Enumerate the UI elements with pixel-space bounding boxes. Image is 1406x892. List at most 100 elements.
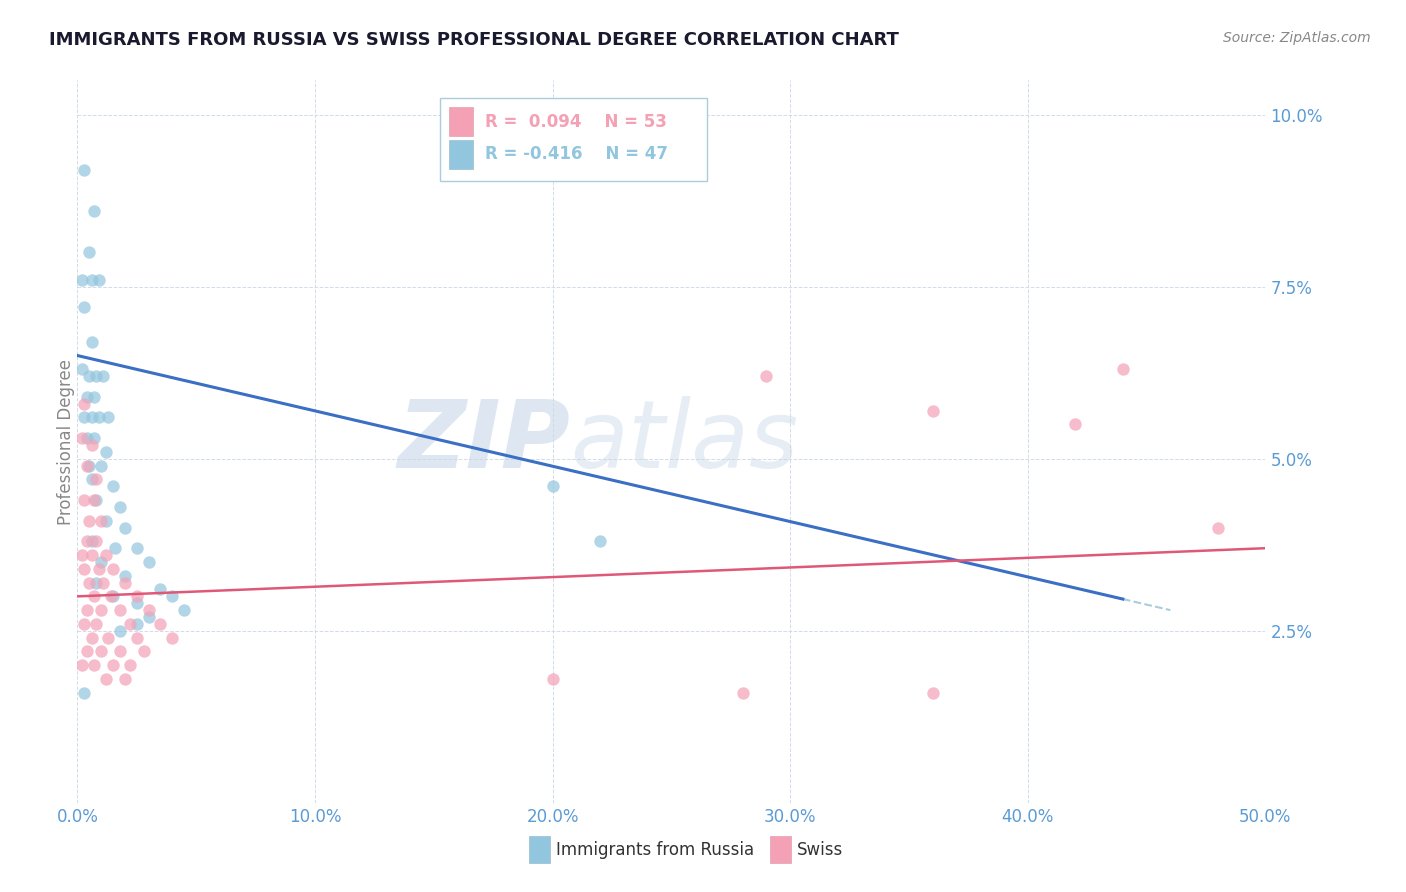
Point [70,273,93,287]
Point [76,390,98,404]
Point [83,431,105,445]
Point [108,644,131,658]
Point [149,616,172,631]
Point [76,644,98,658]
Point [73,562,96,576]
Point [101,658,124,673]
Point [73,686,96,700]
Point [101,562,124,576]
Text: R =  0.094    N = 53: R = 0.094 N = 53 [485,112,666,131]
Point [132,644,155,658]
Point [138,555,160,569]
Point [80,534,103,549]
Point [83,658,105,673]
Point [83,204,105,219]
Text: R = -0.416    N = 47: R = -0.416 N = 47 [485,145,668,163]
Point [73,616,96,631]
Point [118,616,141,631]
Point [86,534,108,549]
Point [1206,520,1229,534]
Point [541,672,564,686]
Point [70,548,93,562]
Point [80,631,103,645]
Point [100,590,122,604]
Point [70,431,93,445]
Point [97,631,120,645]
Point [125,631,148,645]
Point [138,603,160,617]
Point [138,610,160,624]
FancyBboxPatch shape [449,107,472,136]
Point [77,245,100,260]
Point [77,458,100,473]
Point [108,500,131,514]
Point [80,472,103,486]
Point [90,555,112,569]
Point [94,672,117,686]
Point [114,575,136,590]
Point [589,534,612,549]
Point [90,458,112,473]
Point [80,334,103,349]
Point [86,472,108,486]
Point [83,390,105,404]
Point [90,644,112,658]
Point [1064,417,1087,432]
Point [76,534,98,549]
Point [125,590,148,604]
Text: Immigrants from Russia: Immigrants from Russia [557,841,754,859]
FancyBboxPatch shape [440,98,707,181]
Text: atlas: atlas [571,396,799,487]
Point [87,410,110,425]
Point [87,273,110,287]
Point [87,562,110,576]
Point [70,658,93,673]
Point [86,575,108,590]
Point [162,590,184,604]
Point [83,590,105,604]
Text: Swiss: Swiss [797,841,844,859]
Point [114,520,136,534]
Point [101,590,124,604]
Point [73,410,96,425]
Point [125,541,148,556]
Point [73,493,96,508]
Point [921,686,943,700]
Point [173,603,195,617]
Point [90,514,112,528]
Point [162,631,184,645]
Point [97,410,120,425]
Text: IMMIGRANTS FROM RUSSIA VS SWISS PROFESSIONAL DEGREE CORRELATION CHART: IMMIGRANTS FROM RUSSIA VS SWISS PROFESSI… [49,31,898,49]
Point [921,403,943,417]
Point [108,624,131,638]
Point [76,603,98,617]
Point [731,686,754,700]
Point [73,162,96,177]
Y-axis label: Professional Degree: Professional Degree [58,359,75,524]
Point [76,431,98,445]
Point [80,273,103,287]
Point [73,397,96,411]
Point [541,479,564,493]
Point [101,479,124,493]
Point [86,616,108,631]
Point [93,575,115,590]
Point [73,301,96,315]
Point [90,603,112,617]
Point [93,369,115,384]
Point [114,568,136,582]
Point [76,458,98,473]
Point [94,514,117,528]
Point [94,548,117,562]
Point [80,438,103,452]
Point [1112,362,1135,376]
Point [118,658,141,673]
Point [149,582,172,597]
Text: ZIP: ZIP [398,395,571,488]
Point [104,541,127,556]
FancyBboxPatch shape [449,140,472,169]
Point [125,596,148,610]
Point [83,493,105,508]
Point [77,514,100,528]
Point [114,672,136,686]
